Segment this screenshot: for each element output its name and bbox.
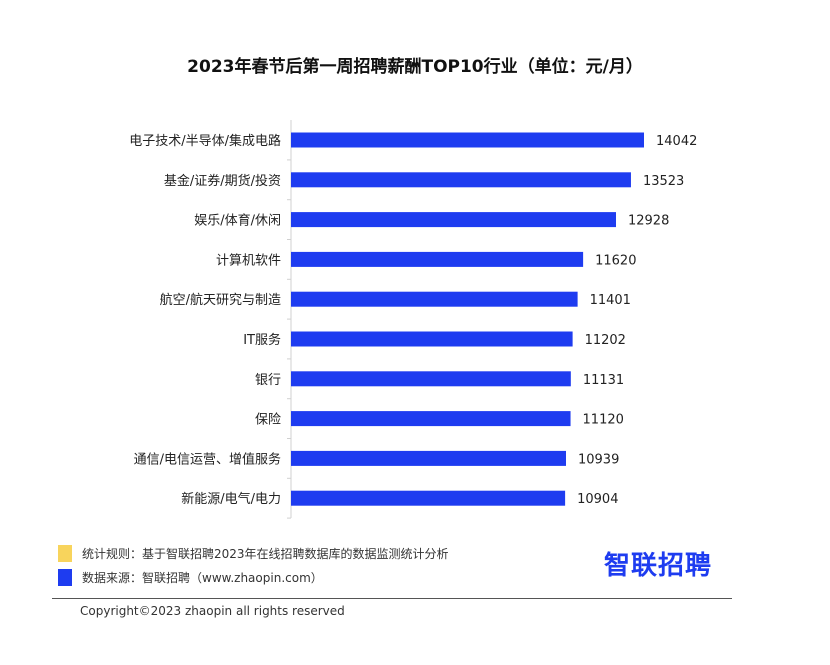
- value-label: 11202: [585, 333, 626, 348]
- source-text: 数据来源：智联招聘（www.zhaopin.com）: [82, 570, 323, 585]
- rule-swatch: [58, 544, 72, 562]
- legend-rule: 统计规则：基于智联招聘2023年在线招聘数据库的数据监测统计分析: [58, 544, 449, 562]
- zhaopin-logo: 智联招聘: [604, 551, 713, 581]
- category-label: 新能源/电气/电力: [181, 491, 281, 507]
- value-label: 12928: [628, 214, 669, 229]
- bar-4: [291, 251, 584, 267]
- category-label: 保险: [255, 413, 281, 428]
- value-label: 11620: [595, 253, 636, 268]
- bar-8: [291, 411, 571, 427]
- chart-title: 2023年春节后第一周招聘薪酬TOP10行业（单位：元/月）: [187, 57, 643, 77]
- value-label: 10904: [577, 492, 618, 507]
- legend-source: 数据来源：智联招聘（www.zhaopin.com）: [58, 568, 323, 586]
- bar-3: [291, 212, 616, 228]
- bar-9: [291, 450, 566, 466]
- bar-5: [291, 291, 578, 307]
- category-label: 银行: [255, 373, 281, 388]
- category-label: 基金/证券/期货/投资: [164, 173, 281, 189]
- bar-10: [291, 490, 566, 506]
- bar-1: [291, 132, 644, 148]
- value-label: 13523: [643, 174, 684, 189]
- category-label: 电子技术/半导体/集成电路: [129, 133, 281, 149]
- value-label: 11401: [590, 293, 631, 308]
- rule-text: 统计规则：基于智联招聘2023年在线招聘数据库的数据监测统计分析: [82, 546, 449, 561]
- bar-6: [291, 331, 573, 347]
- category-label: 娱乐/体育/休闲: [194, 213, 281, 229]
- category-label: 航空/航天研究与制造: [160, 292, 281, 308]
- copyright-text: Copyright©2023 zhaopin all rights reserv…: [80, 604, 345, 618]
- bar-7: [291, 371, 571, 387]
- category-label: 计算机软件: [216, 253, 281, 268]
- source-swatch: [58, 568, 72, 586]
- footer-divider: [52, 598, 732, 599]
- value-label: 11131: [583, 373, 624, 388]
- value-label: 11120: [583, 413, 624, 428]
- value-label: 14042: [656, 134, 697, 149]
- value-label: 10939: [578, 452, 619, 467]
- category-label: IT服务: [243, 332, 281, 348]
- bar-2: [291, 172, 631, 188]
- bar-chart: 电子技术/半导体/集成电路 14042 基金/证券/期货/投资 13523 娱乐/体育/…: [129, 120, 697, 519]
- category-label: 通信/电信运营、增值服务: [134, 451, 281, 467]
